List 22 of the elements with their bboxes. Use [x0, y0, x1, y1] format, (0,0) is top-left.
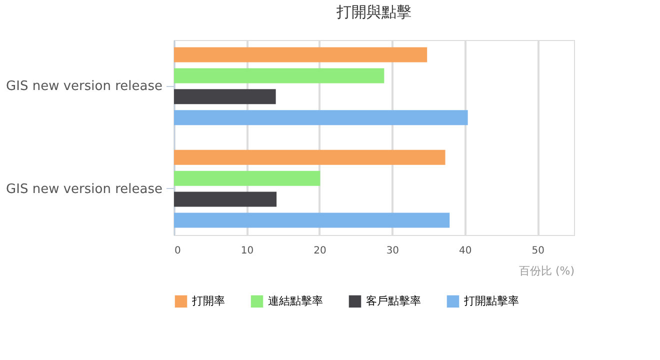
x-axis-title: 百份比 (%) — [518, 264, 574, 278]
legend-label: 客戶點擊率 — [366, 294, 421, 308]
bar — [174, 110, 468, 126]
y-tick-label: GIS new version release — [6, 79, 162, 94]
x-tick-label: 40 — [459, 246, 472, 256]
bar — [174, 47, 428, 62]
legend-label: 打開點擊率 — [463, 294, 519, 308]
x-tick-label: 50 — [532, 246, 545, 256]
chart-title: 打開與點擊 — [336, 3, 412, 21]
y-tick-label: GIS new version release — [6, 182, 162, 197]
bar — [174, 150, 446, 165]
bar — [174, 192, 277, 207]
x-tick-label: 20 — [314, 246, 326, 256]
bar — [174, 170, 320, 186]
bar — [174, 68, 384, 84]
x-tick-label: 30 — [386, 246, 400, 256]
x-tick-label: 10 — [240, 246, 254, 256]
bar — [174, 212, 450, 228]
x-tick-label: 0 — [174, 246, 181, 256]
bar — [174, 89, 276, 104]
legend-label: 打開率 — [191, 294, 225, 308]
legend-label: 連結點擊率 — [268, 294, 323, 308]
